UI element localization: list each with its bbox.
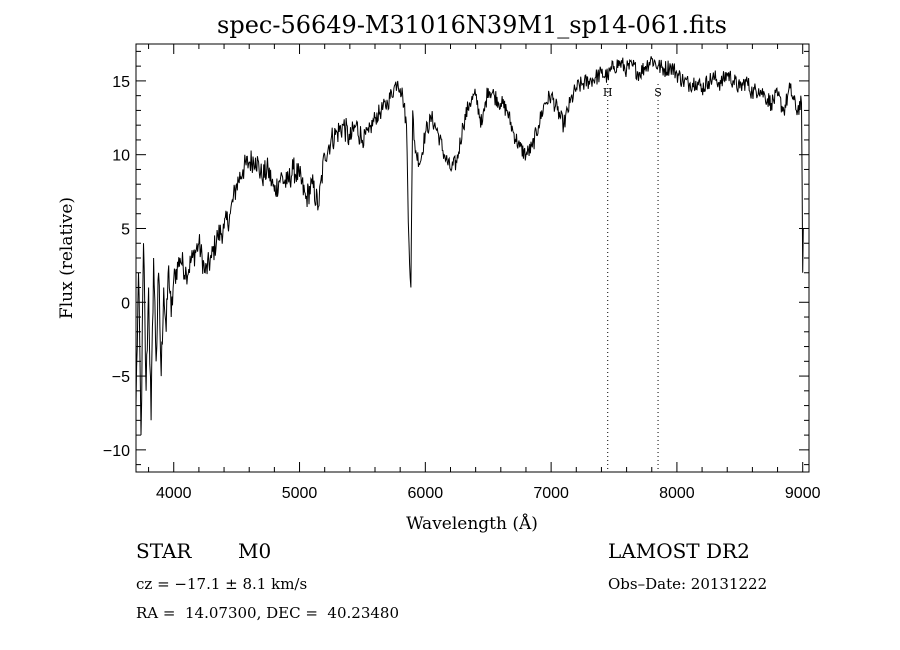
- y-tick-label: 0: [121, 295, 130, 312]
- chart-title: spec-56649-M31016N39M1_sp14-061.fits: [217, 11, 727, 39]
- y-axis-label: Flux (relative): [57, 197, 77, 319]
- y-tick-label: 15: [112, 74, 130, 91]
- x-tick-label: 5000: [282, 485, 318, 502]
- y-tick-label: −5: [112, 369, 130, 386]
- subclass-label: M0: [238, 539, 272, 563]
- axis-ticks: 4000 5000 6000 7000 8000 9000 −10 −5 0 5 10 15: [103, 44, 821, 502]
- x-tick-label: 9000: [785, 485, 821, 502]
- x-tick-label: 7000: [533, 485, 569, 502]
- annotation-label: S: [654, 86, 662, 99]
- x-tick-label: 4000: [156, 485, 192, 502]
- annotation-label: H: [603, 86, 613, 99]
- y-tick-label: 10: [112, 148, 130, 165]
- x-tick-label: 6000: [408, 485, 444, 502]
- coordinates-label: RA = 14.07300, DEC = 40.23480: [136, 604, 400, 622]
- cz-label: cz = −17.1 ± 8.1 km/s: [136, 575, 308, 593]
- y-tick-label: 5: [121, 221, 130, 238]
- obs-date-label: Obs–Date: 20131222: [608, 575, 768, 593]
- plot-frame: [135, 43, 810, 473]
- flux-series-line: [135, 56, 804, 436]
- y-tick-label: −10: [103, 443, 130, 460]
- survey-label: LAMOST DR2: [608, 539, 750, 563]
- x-tick-label: 8000: [659, 485, 695, 502]
- object-class-label: STAR: [136, 539, 192, 563]
- x-axis-label: Wavelength (Å): [406, 513, 538, 534]
